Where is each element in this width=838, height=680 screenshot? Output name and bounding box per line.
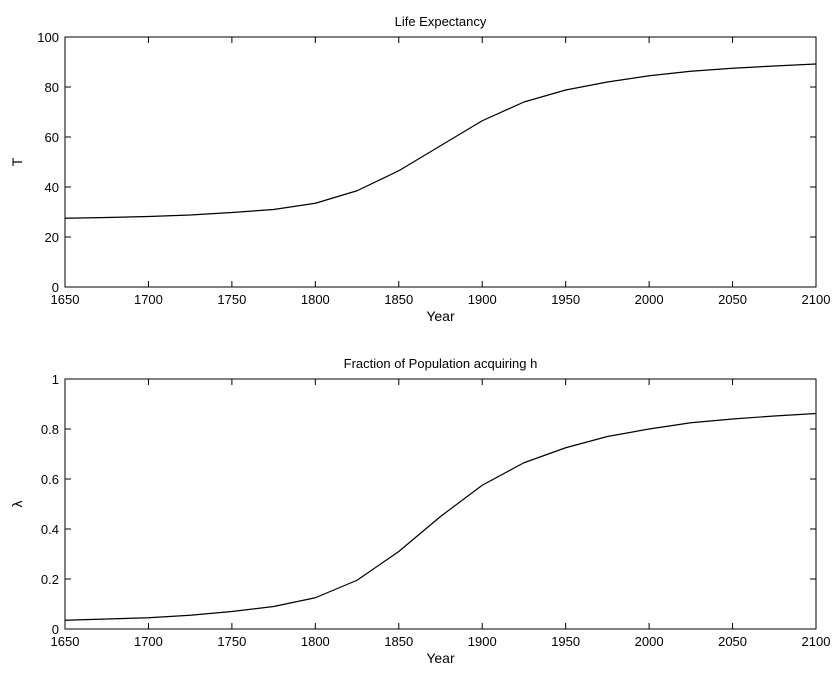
chart2-x-tick-label: 1650 xyxy=(51,634,80,649)
chart2-title: Fraction of Population acquiring h xyxy=(344,356,538,371)
chart2-x-tick-label: 2000 xyxy=(635,634,664,649)
chart1-x-axis-label: Year xyxy=(426,308,455,324)
chart2-x-tick-label: 2050 xyxy=(718,634,747,649)
chart1-x-tick-label: 1700 xyxy=(134,292,163,307)
chart2-y-axis-label: λ xyxy=(9,501,25,508)
chart1-x-tick-label: 2000 xyxy=(635,292,664,307)
chart2-y-tick-label: 0.2 xyxy=(41,572,59,587)
chart2-x-axis-label: Year xyxy=(426,650,455,666)
chart1-y-tick-label: 100 xyxy=(37,30,59,45)
chart1-x-tick-label: 1800 xyxy=(301,292,330,307)
chart1-x-tick-label: 1850 xyxy=(384,292,413,307)
chart1-y-axis-label: T xyxy=(9,157,25,166)
chart2-x-tick-label: 2100 xyxy=(802,634,831,649)
chart2-y-tick-label: 0 xyxy=(52,622,59,637)
chart1-y-tick-label: 80 xyxy=(45,80,59,95)
chart1-x-tick-label: 1650 xyxy=(51,292,80,307)
chart2-x-tick-label: 1750 xyxy=(217,634,246,649)
chart2-x-tick-label: 1950 xyxy=(551,634,580,649)
chart2-x-tick-label: 1700 xyxy=(134,634,163,649)
chart1-axes-box xyxy=(64,36,817,288)
chart2-x-tick-label: 1800 xyxy=(301,634,330,649)
chart1-x-tick-label: 1950 xyxy=(551,292,580,307)
chart2-x-tick-label: 1900 xyxy=(468,634,497,649)
chart2-x-tick-label: 1850 xyxy=(384,634,413,649)
chart2-y-tick-label: 0.8 xyxy=(41,422,59,437)
chart1-y-tick-label: 20 xyxy=(45,230,59,245)
chart2-y-tick-label: 0.6 xyxy=(41,472,59,487)
chart2-y-tick-label: 1 xyxy=(52,372,59,387)
chart1-x-tick-label: 1750 xyxy=(217,292,246,307)
chart2-axes-box xyxy=(64,378,817,630)
chart1-x-tick-label: 1900 xyxy=(468,292,497,307)
chart1-y-tick-label: 60 xyxy=(45,130,59,145)
chart1-y-tick-label: 40 xyxy=(45,180,59,195)
chart1-title: Life Expectancy xyxy=(395,14,487,29)
chart1-x-tick-label: 2050 xyxy=(718,292,747,307)
chart1-y-tick-label: 0 xyxy=(52,280,59,295)
chart2-y-tick-label: 0.4 xyxy=(41,522,59,537)
chart1-series-line xyxy=(64,63,817,219)
chart1-x-tick-label: 2100 xyxy=(802,292,831,307)
chart2-series-line xyxy=(64,412,817,621)
